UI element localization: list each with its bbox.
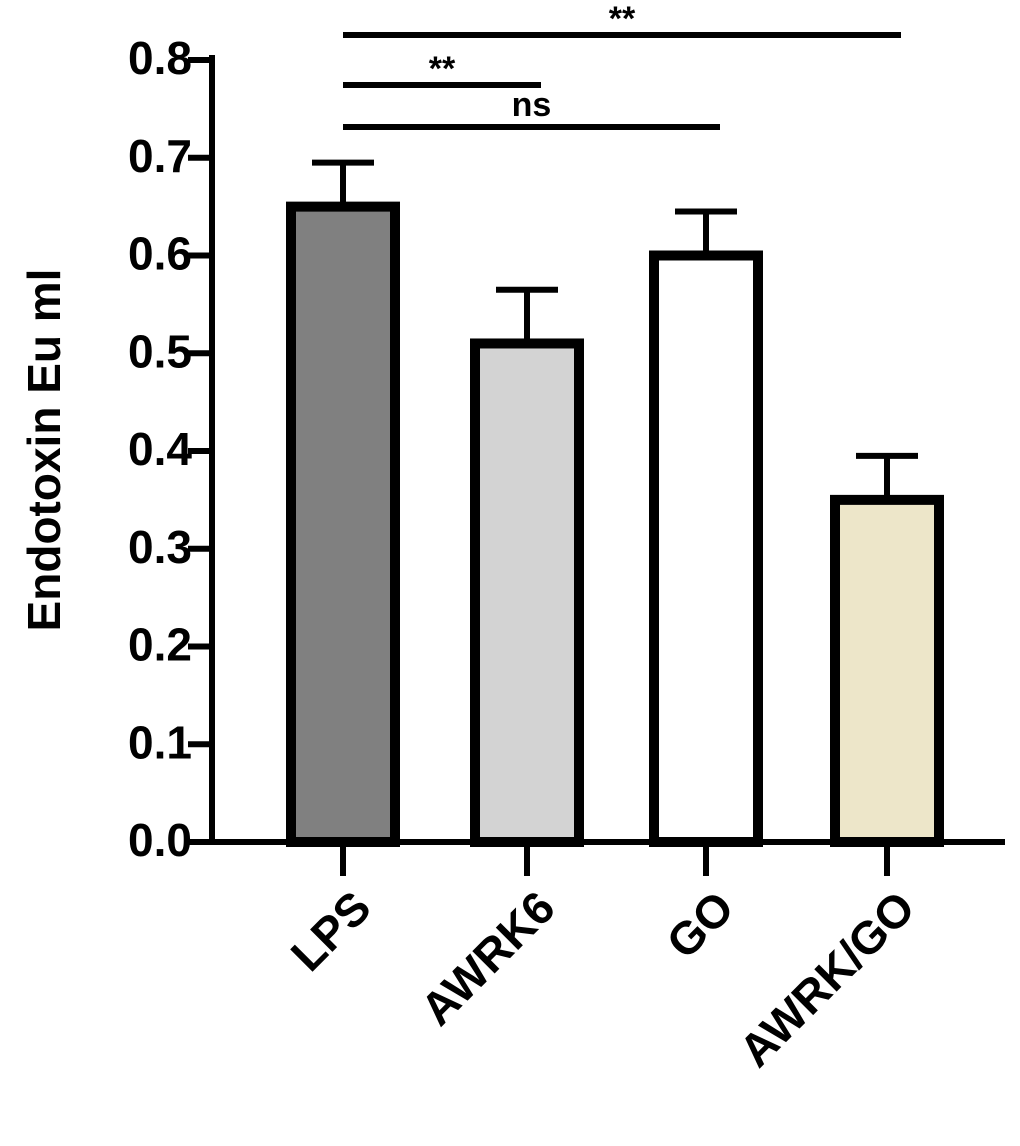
x-tick-label: GO [656,881,743,968]
y-tick-label: 0.8 [128,32,192,84]
bar [649,250,763,847]
x-tick-label: AWRK6 [410,881,564,1035]
bar [286,201,400,847]
significance-label: ns [512,86,552,124]
bar [470,338,584,847]
y-tick-label: 0.1 [128,716,192,768]
significance-label: ** [609,0,636,38]
y-tick-label: 0.7 [128,130,192,182]
significance-label: ** [429,50,456,88]
y-tick-label: 0.3 [128,521,192,573]
y-tick-label: 0.6 [128,228,192,280]
bar [830,494,944,847]
y-tick-label: 0.2 [128,619,192,671]
x-tick-label: LPS [281,881,381,981]
y-tick-label: 0.4 [128,423,192,475]
x-tick-label: AWRK/GO [729,881,925,1077]
y-tick-label: 0.0 [128,814,192,866]
y-tick-label: 0.5 [128,325,192,377]
y-axis-label: Endotoxin Eu ml [18,269,70,632]
